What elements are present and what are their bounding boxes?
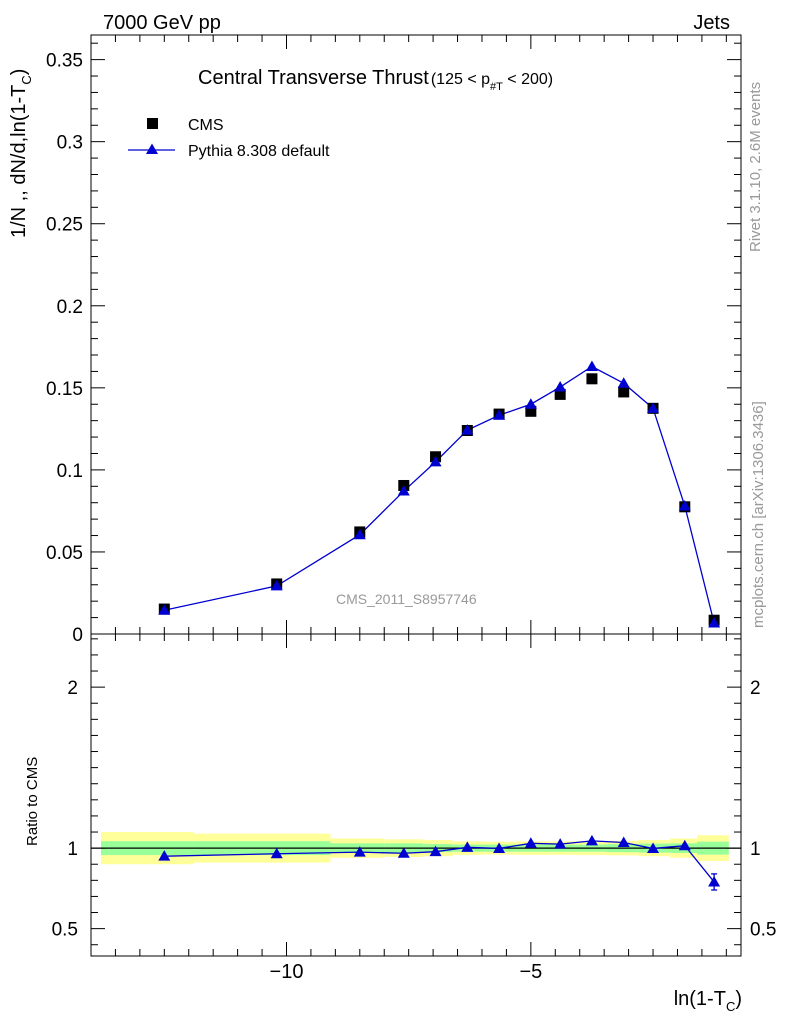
ratio-y-tick-label: 0.5: [52, 920, 78, 941]
pythia-data-point: [270, 579, 283, 591]
main-panel: 0 0.05 0.1 0.15 0.2 0.25 0.3 0.35 Central Trans…: [8, 34, 742, 646]
cms-data-point: [554, 388, 566, 400]
ratio-data-point: [678, 839, 691, 851]
ratio-data-point: [524, 837, 537, 848]
rivet-version-label: Rivet 3.1.10, 2.6M events: [747, 82, 764, 252]
x-tick-label: −10: [270, 961, 304, 983]
ratio-y-axis-label: Ratio to CMS: [24, 757, 41, 846]
pythia-data-point: [397, 485, 410, 496]
ratio-axis-ticks: 0.5 0.5 1 1 2 2 −10 −5: [52, 634, 776, 983]
x-axis-label: ln(1-TC): [674, 988, 742, 1014]
ratio-data-point: [554, 838, 567, 849]
pythia-data-point: [158, 604, 171, 615]
header-energy-label: 7000 GeV pp: [103, 12, 221, 34]
pythia-data-point: [678, 499, 691, 511]
ratio-plot-frame: [90, 633, 742, 957]
pythia-series-line: [164, 365, 715, 624]
pythia-data-point: [617, 377, 630, 388]
cms-data-point: [525, 405, 537, 417]
analysis-watermark: CMS_2011_S8957746: [336, 591, 477, 607]
pythia-data-point: [554, 381, 567, 392]
ratio-y-tick-label: 2: [67, 678, 78, 699]
ratio-series-line: [164, 840, 715, 883]
ratio-data-point: [397, 847, 410, 858]
y-tick-label: 0.25: [46, 215, 83, 236]
ratio-data-point: [461, 841, 474, 852]
pythia-data-point: [353, 528, 366, 540]
cms-data-point: [618, 386, 630, 398]
pythia-data-point: [708, 617, 721, 628]
ratio-data-point: [585, 834, 598, 846]
pythia-data-point: [493, 409, 506, 420]
ratio-data-point: [647, 842, 660, 853]
y-tick-label: 0.3: [57, 133, 83, 154]
legend-label-cms: CMS: [188, 117, 224, 134]
mcplots-reference-label: mcplots.cern.ch [arXiv:1306.3436]: [750, 401, 767, 628]
x-tick-label: −5: [519, 961, 542, 983]
y-tick-label: 0.35: [46, 51, 83, 72]
ratio-y-tick-label-right: 1: [750, 839, 761, 860]
ratio-data-point: [270, 847, 283, 859]
ratio-y-tick-label-right: 0.5: [750, 920, 776, 941]
ratio-data-point: [493, 842, 506, 853]
y-tick-label: 0: [72, 625, 83, 646]
cms-data-point: [586, 373, 598, 385]
y-tick-label: 0.15: [46, 379, 83, 400]
ratio-data-point: [353, 846, 366, 857]
ratio-panel: 0.5 0.5 1 1 2 2 −10 −5 Ratio to CMS ln(1-TC): [24, 633, 776, 1014]
ratio-uncertainty-bands: [91, 832, 741, 865]
main-axis-ticks: 0 0.05 0.1 0.15 0.2 0.25 0.3 0.35: [46, 35, 741, 646]
pythia-data-point: [585, 360, 598, 372]
legend-marker-pythia: [146, 143, 158, 154]
ratio-data-layer: [158, 834, 721, 891]
chart-title: Central Transverse Thrust (125 < p#T < 20…: [198, 67, 553, 93]
pythia-data-point: [461, 424, 474, 435]
y-tick-label: 0.05: [46, 543, 83, 564]
legend: CMS Pythia 8.308 default: [128, 117, 330, 160]
pythia-data-point: [524, 398, 537, 409]
main-data-layer: [158, 360, 721, 628]
ratio-y-tick-label-right: 2: [750, 678, 761, 699]
main-y-axis-label: 1/N ,, dN/d,ln(1-TC): [8, 69, 34, 238]
ratio-y-tick-label: 1: [67, 839, 78, 860]
legend-marker-cms: [147, 118, 158, 129]
ratio-data-point: [708, 875, 721, 887]
ratio-data-point: [429, 845, 442, 857]
ratio-data-point: [158, 850, 171, 861]
y-tick-label: 0.1: [57, 461, 83, 482]
y-tick-label: 0.2: [57, 297, 83, 318]
header-category-label: Jets: [693, 12, 730, 34]
ratio-data-point: [617, 836, 630, 847]
pythia-data-point: [647, 402, 660, 413]
legend-label-pythia: Pythia 8.308 default: [188, 143, 330, 160]
pythia-data-point: [429, 455, 442, 467]
